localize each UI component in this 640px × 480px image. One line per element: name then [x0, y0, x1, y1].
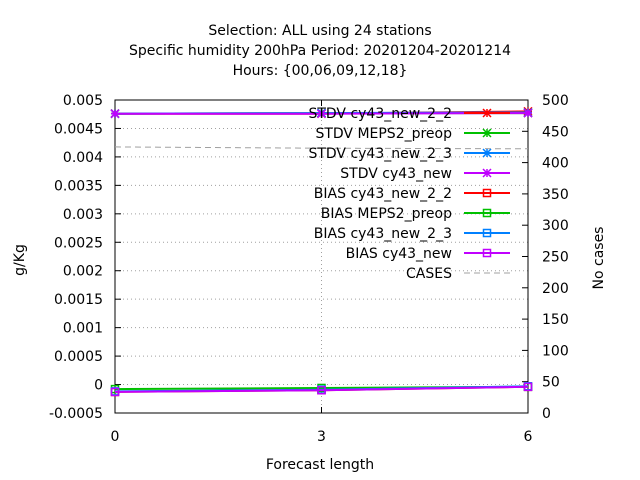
grid: [115, 100, 528, 413]
data-point-star-path: [523, 108, 533, 118]
y2-tick-label: 50: [542, 375, 560, 391]
y2-tick-label: 300: [542, 218, 569, 234]
y-tick-label: 0.002: [63, 264, 103, 280]
series: [110, 106, 533, 397]
series-line: [114, 385, 529, 393]
data-point-star-path: [316, 109, 327, 119]
legend-swatch-marker: [482, 148, 492, 158]
legend-label: BIAS cy43_new_2_2: [314, 186, 452, 202]
y-tick-label: 0: [94, 378, 103, 394]
legend-swatch-marker: [482, 228, 492, 238]
y-tick-label: 0.003: [63, 207, 103, 223]
y2-tick-label: 150: [542, 312, 569, 328]
y2-tick-label: 500: [542, 93, 569, 109]
legend-label: CASES: [406, 266, 452, 282]
legend-swatch-marker: [482, 108, 492, 118]
data-point-star: [110, 109, 120, 119]
legend-label: STDV MEPS2_preop: [315, 126, 452, 142]
data-point-square: [110, 387, 120, 397]
y-tick-label: 0.0035: [54, 178, 103, 194]
y2-tick-label: 250: [542, 250, 569, 266]
y-tick-label: 0.004: [63, 150, 103, 166]
legend: STDV cy43_new_2_2 STDV MEPS2_preop STDV cy…: [308, 106, 510, 282]
series-line: [114, 146, 529, 150]
legend-label: STDV cy43_new_2_2: [308, 106, 452, 122]
legend-label: STDV cy43_new: [340, 166, 452, 182]
legend-label: BIAS cy43_new: [346, 246, 452, 262]
legend-label: STDV cy43_new_2_3: [308, 146, 452, 162]
chart-titles: Selection: ALL using 24 stations Specifi…: [129, 23, 511, 79]
x-axis-label: Forecast length: [266, 457, 374, 473]
y2-tick-label: 400: [542, 156, 569, 172]
x-tick-label: 3: [317, 429, 326, 445]
legend-label: BIAS MEPS2_preop: [321, 206, 452, 222]
legend-swatch-marker: [482, 248, 492, 258]
y-tick-label: 0.005: [63, 93, 103, 109]
x-tick-label: 6: [524, 429, 533, 445]
axes: -0.0005 0 0.0005 0.001 0.0015 0.002 0.0025 0.00…: [49, 93, 569, 445]
data-point-star: [316, 109, 327, 119]
chart-title-line-1: Selection: ALL using 24 stations: [208, 23, 431, 39]
y-tick-label: 0.0045: [54, 121, 103, 137]
data-point-star-path: [110, 109, 120, 119]
data-point-square: [523, 382, 533, 392]
y2-tick-label: 0: [542, 406, 551, 422]
legend-swatch-marker: [482, 208, 492, 218]
data-point-star: [523, 108, 533, 118]
y-tick-label: 0.0025: [54, 235, 103, 251]
y2-tick-label: 200: [542, 281, 569, 297]
legend-swatch-marker: [482, 188, 492, 198]
legend-swatch-marker: [482, 128, 492, 138]
chart-title-line-2: Specific humidity 200hPa Period: 2020120…: [129, 43, 511, 59]
legend-swatch-marker: [482, 168, 492, 178]
y-tick-label: 0.0005: [54, 349, 103, 365]
chart-title-line-3: Hours: {00,06,09,12,18}: [233, 63, 408, 79]
y-tick-label: -0.0005: [49, 406, 103, 422]
legend-label: BIAS cy43_new_2_3: [314, 226, 452, 242]
y-tick-label: 0.0015: [54, 292, 103, 308]
x-tick-label: 0: [111, 429, 120, 445]
plot-border: [114, 99, 529, 414]
y2-axis-label: No cases: [591, 227, 607, 290]
y2-tick-label: 100: [542, 343, 569, 359]
y2-tick-label: 350: [542, 187, 569, 203]
y-tick-label: 0.001: [63, 321, 103, 337]
data-point-square: [317, 385, 326, 395]
y-axis-label: g/Kg: [12, 244, 28, 276]
y2-tick-label: 450: [542, 124, 569, 140]
